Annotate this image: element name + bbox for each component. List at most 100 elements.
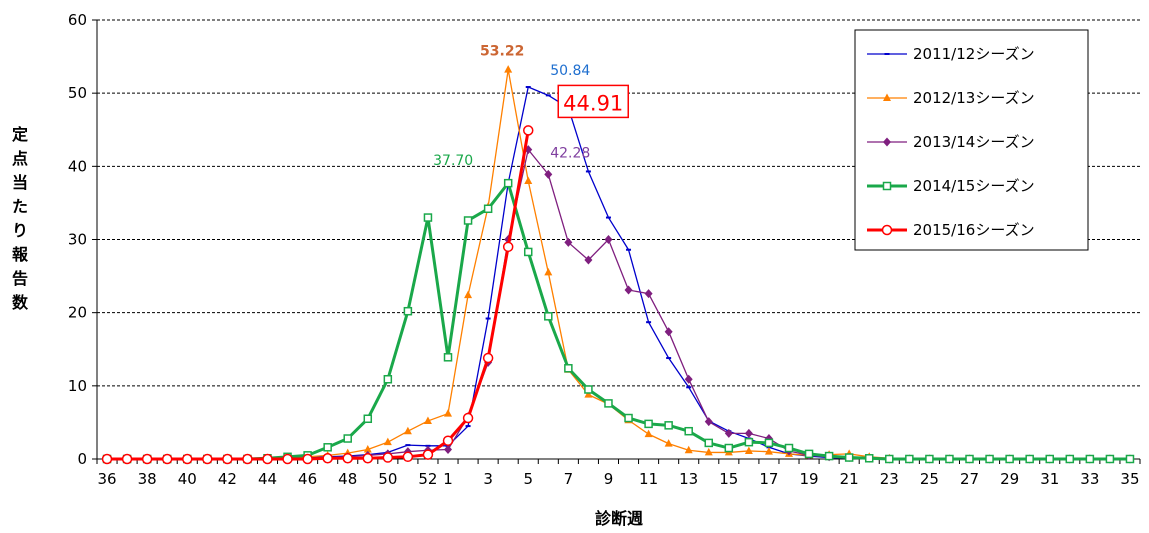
y-tick-label: 10 xyxy=(68,377,87,395)
legend-item-3: 2014/15シーズン xyxy=(867,177,1035,195)
point xyxy=(564,364,573,373)
data-label: 53.22 xyxy=(480,44,524,60)
x-tick-label: 40 xyxy=(178,470,197,488)
point xyxy=(925,454,934,464)
point xyxy=(704,447,713,456)
point xyxy=(403,426,412,435)
point xyxy=(664,327,673,337)
point xyxy=(885,454,894,464)
data-label: 37.70 xyxy=(433,153,473,169)
x-tick-label: 52 xyxy=(418,470,437,488)
x-tick-label: 7 xyxy=(564,470,574,488)
point xyxy=(824,451,834,461)
point xyxy=(522,125,534,136)
point xyxy=(402,451,414,463)
legend-item-2: 2013/14シーズン xyxy=(867,133,1035,151)
point xyxy=(604,235,613,244)
point xyxy=(383,374,393,384)
point xyxy=(141,453,153,465)
x-tick-labels: 36 38 40 42 44 46 48 50 52 1 3 5 7 9 11 13 15 17 19 21 23 25 2… xyxy=(97,470,1139,488)
x-tick-label: 36 xyxy=(97,470,116,488)
point xyxy=(362,453,374,464)
x-tick-label: 5 xyxy=(523,470,533,488)
legend-item-0: 2011/12シーズン xyxy=(867,45,1035,63)
point xyxy=(1005,454,1014,464)
point xyxy=(744,446,753,454)
x-tick-label: 46 xyxy=(298,470,317,488)
x-tick-label: 35 xyxy=(1120,470,1139,488)
point xyxy=(965,454,974,464)
point xyxy=(684,445,693,454)
point xyxy=(442,435,454,446)
point xyxy=(161,453,173,465)
x-tick-label: 50 xyxy=(378,470,397,488)
point xyxy=(764,447,773,455)
y-axis-title-char: 定 xyxy=(11,125,28,144)
point xyxy=(423,213,433,222)
x-tick-label: 23 xyxy=(880,470,899,488)
point xyxy=(443,353,453,362)
point xyxy=(524,176,533,184)
point xyxy=(624,413,633,423)
point xyxy=(1105,454,1115,464)
point xyxy=(544,267,553,276)
legend-item-4: 2015/16シーズン xyxy=(867,221,1035,239)
legend-label: 2012/13シーズン xyxy=(913,89,1035,107)
point xyxy=(945,454,954,464)
point xyxy=(383,437,392,446)
y-axis-title-char: 点 xyxy=(12,149,28,168)
x-tick-label: 48 xyxy=(338,470,357,488)
point xyxy=(764,438,774,448)
point xyxy=(382,452,394,463)
point xyxy=(624,285,633,295)
x-tick-label: 38 xyxy=(138,470,157,488)
x-axis-title: 診断週 xyxy=(595,509,643,528)
x-tick-label: 33 xyxy=(1080,470,1099,488)
x-tick-label: 3 xyxy=(483,470,493,488)
x-tick-label: 9 xyxy=(604,470,614,488)
point xyxy=(544,312,553,321)
point xyxy=(584,385,593,394)
data-labels: 53.22 50.84 44.91 42.28 37.70 xyxy=(433,44,629,169)
point xyxy=(684,426,693,436)
y-axis-title-char: 当 xyxy=(12,173,28,192)
point xyxy=(864,454,874,463)
point xyxy=(121,453,133,465)
point xyxy=(363,444,372,453)
point xyxy=(403,306,413,316)
point xyxy=(724,443,734,453)
point xyxy=(664,421,673,430)
series-group xyxy=(101,65,1135,465)
x-tick-label: 11 xyxy=(639,470,658,488)
point xyxy=(302,453,313,465)
point xyxy=(222,453,233,465)
point xyxy=(883,93,891,101)
point xyxy=(462,412,474,424)
point xyxy=(1125,454,1135,464)
point xyxy=(882,181,892,191)
point xyxy=(684,374,693,384)
point xyxy=(323,443,332,452)
point xyxy=(504,65,513,73)
legend-label: 2013/14シーズン xyxy=(913,133,1035,151)
x-tick-label: 31 xyxy=(1040,470,1059,488)
point xyxy=(444,409,453,417)
point xyxy=(483,204,493,214)
point xyxy=(182,453,193,465)
series-line xyxy=(107,130,530,461)
point xyxy=(101,453,113,465)
y-axis-title-char: た xyxy=(12,197,28,216)
x-tick-label: 25 xyxy=(920,470,939,488)
data-label: 44.91 xyxy=(563,91,623,115)
legend-label: 2011/12シーズン xyxy=(913,45,1035,63)
point xyxy=(584,255,593,265)
x-tick-label: 42 xyxy=(218,470,237,488)
point xyxy=(282,453,293,465)
point xyxy=(905,454,914,464)
y-tick-label: 40 xyxy=(68,157,87,175)
x-tick-label: 19 xyxy=(800,470,819,488)
point xyxy=(985,454,994,464)
point xyxy=(883,137,891,147)
point xyxy=(604,399,613,408)
